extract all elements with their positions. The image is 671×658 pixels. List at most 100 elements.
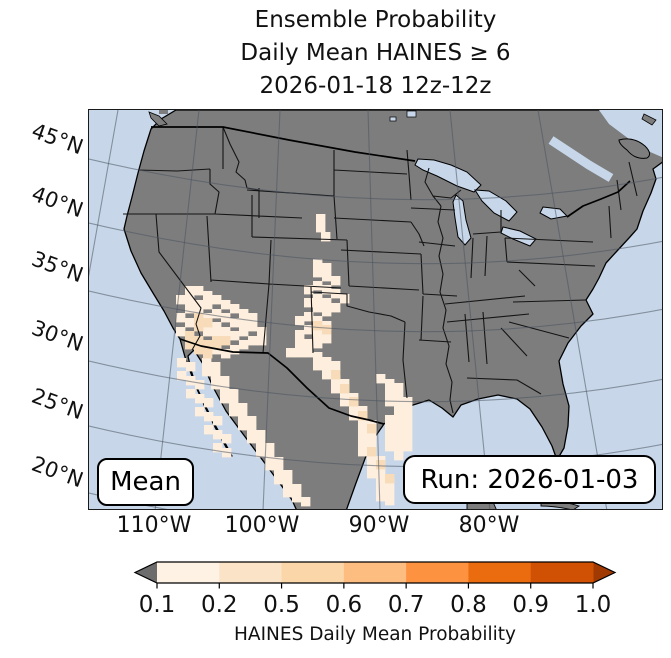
colorbar-segment: [343, 562, 407, 583]
probability-cell: [316, 214, 326, 224]
probability-cell: [340, 379, 350, 389]
probability-cell: [331, 384, 341, 394]
probability-cell: [211, 380, 221, 390]
probability-cell: [304, 285, 314, 295]
probability-cell: [221, 327, 231, 337]
colorbar-segment: [219, 562, 283, 583]
probability-cell: [322, 285, 332, 295]
probability-cell: [256, 448, 266, 458]
probability-cell: [313, 281, 323, 291]
probability-cell: [274, 457, 284, 467]
probability-cell: [322, 334, 332, 344]
probability-cell: [304, 298, 314, 308]
probability-cell: [247, 434, 257, 444]
probability-cell: [185, 331, 195, 341]
probability-cell: [376, 474, 386, 484]
probability-cell: [212, 309, 222, 319]
lake-ontario: [539, 206, 569, 220]
probability-cell: [331, 276, 341, 286]
lat-tick-label: 30°N: [28, 315, 87, 357]
probability-cell: [248, 336, 258, 346]
probability-cell: [185, 295, 195, 305]
run-label: Run: 2026-01-03: [420, 464, 639, 495]
probability-cell: [331, 375, 341, 385]
probability-cell: [385, 487, 395, 497]
probability-cell: [295, 330, 305, 340]
probability-cell: [265, 452, 275, 462]
probability-cell: [376, 492, 386, 502]
parallel-35N: [89, 290, 662, 333]
probability-cell: [212, 331, 222, 341]
probability-cell: [340, 384, 350, 394]
probability-cell: [213, 443, 223, 453]
probability-cell: [239, 340, 249, 350]
probability-cell: [394, 401, 404, 411]
map-axes: [88, 109, 663, 510]
probability-cell: [212, 295, 222, 305]
probability-cell: [185, 318, 195, 328]
probability-cell: [204, 398, 214, 408]
probability-cell: [230, 304, 240, 314]
probability-cell: [403, 424, 413, 434]
lat-tick-label: 25°N: [28, 383, 87, 425]
probability-cell: [385, 474, 395, 484]
probability-cell: [403, 433, 413, 443]
probability-cell: [256, 430, 266, 440]
probability-cell: [394, 410, 404, 420]
probability-cell: [321, 232, 331, 242]
probability-cell: [203, 327, 213, 337]
probability-cell: [265, 461, 275, 471]
probability-cell: [313, 330, 323, 340]
lon-tick-label: 80°W: [458, 513, 520, 538]
probability-cell: [274, 475, 284, 485]
lat-tick-label: 45°N: [28, 118, 87, 160]
probability-cell: [301, 497, 311, 507]
probability-cell: [322, 307, 332, 317]
colorbar-tick-label: 0.6: [326, 592, 363, 618]
probability-cell: [394, 437, 404, 447]
probability-cell: [213, 416, 223, 426]
probability-cell: [376, 374, 386, 384]
colorbar: 0.1 0.2 0.5 0.6 0.7 0.8 0.9 1.0 HAINES Daily Mea…: [133, 561, 617, 645]
probability-cell: [221, 336, 231, 346]
probability-cell: [257, 336, 267, 346]
parallel-40N: [89, 222, 662, 265]
meridian-110W: [154, 110, 200, 509]
probability-cell: [265, 443, 275, 453]
probability-cell: [213, 430, 223, 440]
mean-label: Mean: [110, 467, 181, 497]
probability-cell: [340, 294, 350, 304]
title-line-3: 2026-01-18 12z-12z: [259, 73, 492, 99]
probability-cell: [202, 367, 212, 377]
probability-cell: [238, 412, 248, 422]
probability-cell: [177, 358, 187, 368]
probability-cell: [313, 361, 323, 371]
lat-tick-label: 40°N: [28, 181, 87, 223]
probability-cell: [221, 313, 231, 323]
probability-cell: [230, 318, 240, 328]
probability-cell: [195, 380, 205, 390]
colorbar-tick-label: 0.9: [512, 592, 549, 618]
colorbar-caption: HAINES Daily Mean Probability: [234, 624, 516, 645]
probability-cell: [403, 442, 413, 452]
probability-cell: [295, 339, 305, 349]
probability-cell: [313, 259, 323, 269]
probability-cell: [222, 434, 232, 444]
probability-cell: [195, 407, 205, 417]
probability-cell: [322, 272, 332, 282]
probability-cell: [358, 429, 368, 439]
probability-cell: [385, 442, 395, 452]
probability-cell: [304, 348, 314, 358]
probability-cell: [176, 313, 186, 323]
plot-title: Ensemble Probability Daily Mean HAINES ≥…: [88, 4, 663, 103]
probability-cell: [322, 357, 332, 367]
probability-cell: [403, 406, 413, 416]
probability-cell: [229, 407, 239, 417]
probability-cell: [220, 385, 230, 395]
probability-cell: [322, 325, 332, 335]
probability-cell: [212, 322, 222, 332]
colorbar-segment: [468, 562, 532, 583]
probability-cell: [376, 460, 386, 470]
lake-michigan: [452, 194, 472, 246]
